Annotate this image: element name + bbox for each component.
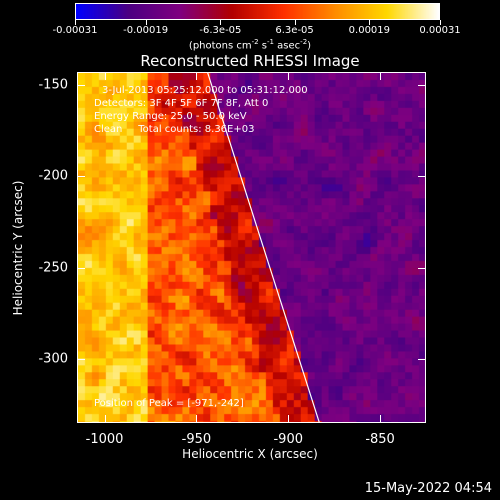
y-tick-label: -250 (38, 260, 68, 276)
colorbar-tick-label: -0.00031 (52, 25, 98, 36)
colorbar-tick (220, 20, 222, 25)
colorbar-units: (photons cm-2 s-1 asec-2) (188, 38, 312, 52)
x-tick-mark (288, 72, 290, 80)
peak-position-text: Position of Peak = [-971,-242] (94, 398, 244, 409)
y-tick-label: -300 (38, 351, 68, 367)
colorbar-tick-label: -6.3e-05 (199, 25, 242, 36)
energy-range-text: Energy Range: 25.0 - 50.0 keV (94, 111, 247, 122)
y-tick-label: -200 (38, 168, 68, 184)
x-tick-label: -1000 (85, 432, 124, 447)
colorbar-tick (75, 20, 76, 25)
x-tick-mark (380, 72, 382, 80)
colorbar-tick (294, 20, 296, 25)
y-tick-mark (418, 84, 426, 86)
solar-limb-line (206, 72, 321, 423)
heatmap-image (77, 72, 426, 423)
colorbar-tick-label: -0.00019 (123, 25, 169, 36)
detectors-text: Detectors: 3F 4F 5F 6F 7F 8F, Att 0 (94, 98, 269, 109)
y-tick-mark (418, 267, 426, 269)
footer-date: 15-May-2022 04:54 (364, 481, 492, 496)
colorbar-tick (145, 20, 147, 25)
y-tick-mark (77, 176, 85, 178)
y-axis-label: Heliocentric Y (arcsec) (11, 180, 25, 316)
x-tick-label: -850 (365, 432, 395, 447)
y-tick-mark (418, 359, 426, 361)
colorbar-tick-label: 6.3e-05 (275, 25, 314, 36)
x-tick-mark (196, 72, 198, 80)
heatmap-canvas (78, 73, 425, 422)
x-tick-mark (104, 415, 106, 423)
colorbar-tick (369, 20, 371, 25)
x-tick-mark (380, 415, 382, 423)
colorbar-gradient (76, 4, 439, 19)
colorbar-tick-label: 0.00031 (419, 25, 461, 36)
y-tick-mark (77, 267, 85, 269)
x-tick-label: -950 (181, 432, 212, 447)
y-tick-mark (77, 84, 85, 86)
colorbar-tick (440, 20, 441, 25)
limb-line (206, 72, 321, 423)
colorbar-tick-label: 0.00019 (348, 25, 391, 36)
x-tick-mark (104, 72, 106, 80)
y-tick-label: -150 (38, 77, 68, 93)
clean-counts-text: Clean Total counts: 8.36E+03 (94, 124, 255, 135)
y-tick-mark (418, 176, 426, 178)
x-tick-label: -900 (273, 432, 303, 447)
plot-title: Reconstructed RHESSI Image (140, 52, 360, 70)
time-range-text: 3-Jul-2013 05:25:12.000 to 05:31:12.000 (102, 85, 308, 96)
x-tick-mark (196, 415, 198, 423)
colorbar (75, 3, 440, 20)
x-tick-mark (288, 415, 290, 423)
y-tick-mark (77, 359, 85, 361)
x-axis-label: Heliocentric X (arcsec) (182, 447, 318, 461)
